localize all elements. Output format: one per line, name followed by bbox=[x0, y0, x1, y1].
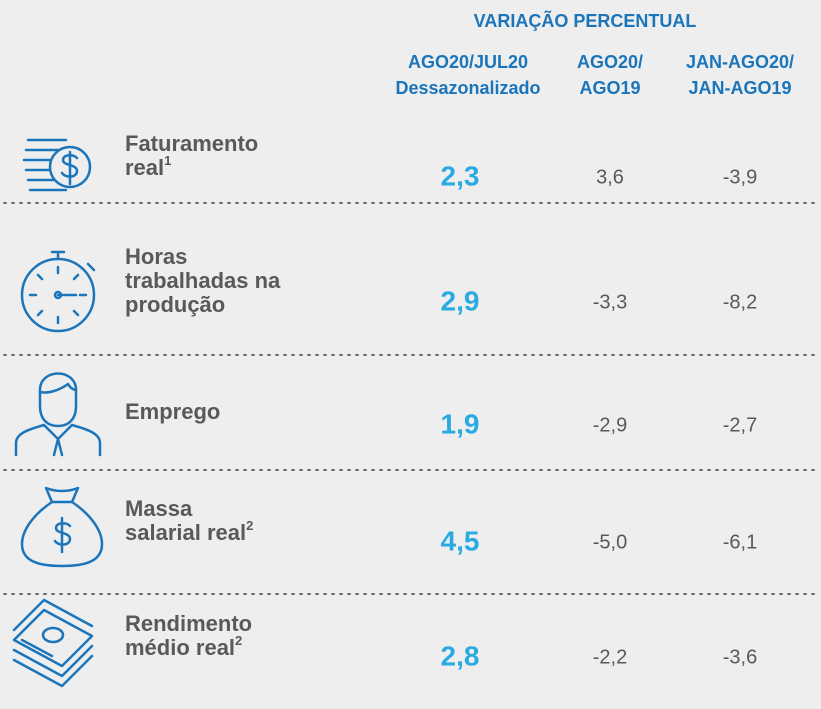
column-heading: AGO19 bbox=[579, 78, 640, 98]
row-label-line: real bbox=[125, 155, 164, 180]
money-bag-icon bbox=[20, 486, 104, 568]
row-label: médio real2 bbox=[125, 633, 242, 659]
value: -5,0 bbox=[593, 531, 627, 553]
column-heading: Dessazonalizado bbox=[395, 78, 540, 98]
row-label-line: Massa bbox=[125, 496, 193, 521]
coins-icon bbox=[22, 138, 92, 192]
footnote-marker: 2 bbox=[235, 633, 242, 648]
highlight-value: 1,9 bbox=[441, 408, 480, 439]
stopwatch-icon bbox=[20, 250, 96, 333]
row-label: Faturamento bbox=[125, 131, 258, 156]
column-heading: JAN-AGO20/ bbox=[686, 52, 794, 72]
column-heading: AGO20/JUL20 bbox=[408, 52, 528, 72]
row-label-line: Emprego bbox=[125, 399, 220, 424]
row-label-line: salarial real bbox=[125, 520, 246, 545]
row-label: real1 bbox=[125, 153, 171, 179]
row-label: Horas bbox=[125, 244, 187, 269]
row-label: produção bbox=[125, 292, 225, 317]
value: -2,9 bbox=[593, 414, 627, 436]
row-label: Rendimento bbox=[125, 611, 252, 636]
money-stack-icon bbox=[12, 598, 94, 688]
value: -3,3 bbox=[593, 291, 627, 313]
highlight-value: 4,5 bbox=[441, 525, 480, 556]
value: -8,2 bbox=[723, 291, 757, 313]
row-label: Massa bbox=[125, 496, 193, 521]
row-label: trabalhadas na bbox=[125, 268, 281, 293]
value: -3,9 bbox=[723, 166, 757, 188]
row-label-line: Faturamento bbox=[125, 131, 258, 156]
value: -2,2 bbox=[593, 646, 627, 668]
footnote-marker: 1 bbox=[164, 153, 171, 168]
highlight-value: 2,3 bbox=[441, 160, 480, 191]
person-icon bbox=[14, 372, 102, 457]
highlight-value: 2,8 bbox=[441, 640, 480, 671]
highlight-value: 2,9 bbox=[441, 285, 480, 316]
value: -2,7 bbox=[723, 414, 757, 436]
row-label: Emprego bbox=[125, 399, 220, 424]
value: -3,6 bbox=[723, 646, 757, 668]
row-label-line: produção bbox=[125, 292, 225, 317]
value: 3,6 bbox=[596, 166, 624, 188]
footnote-marker: 2 bbox=[246, 518, 253, 533]
column-heading: JAN-AGO19 bbox=[688, 78, 791, 98]
row-label-line: médio real bbox=[125, 635, 235, 660]
row-label-line: Rendimento bbox=[125, 611, 252, 636]
row-label-line: Horas bbox=[125, 244, 187, 269]
row-label: salarial real2 bbox=[125, 518, 253, 544]
column-heading: AGO20/ bbox=[577, 52, 643, 72]
value: -6,1 bbox=[723, 531, 757, 553]
row-label-line: trabalhadas na bbox=[125, 268, 281, 293]
group-heading: VARIAÇÃO PERCENTUAL bbox=[474, 10, 697, 31]
